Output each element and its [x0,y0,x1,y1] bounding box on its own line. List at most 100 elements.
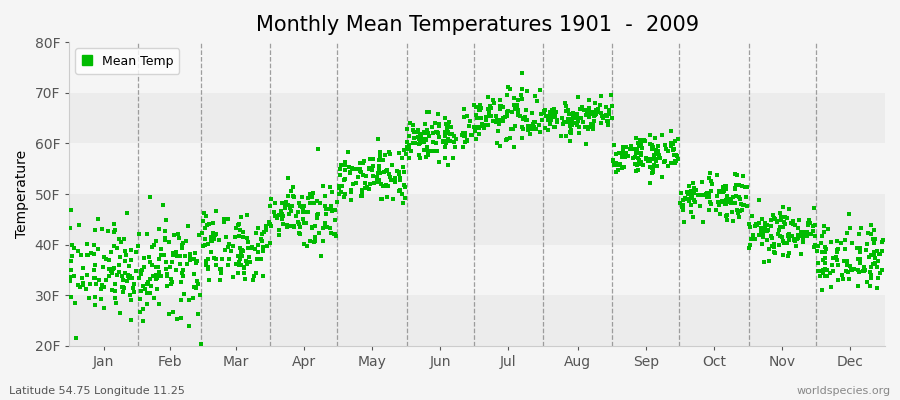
Point [219,234,233,240]
Point [157,252,171,258]
Point [760,226,775,233]
Point [631,155,645,161]
Point [126,285,140,291]
Point [668,138,682,144]
Point [362,166,376,172]
Point [158,228,172,234]
Point [537,108,552,114]
Point [166,250,180,256]
Point [410,126,425,133]
Point [232,259,247,266]
Point [772,233,787,240]
Point [503,86,517,92]
Point [777,240,791,246]
Point [791,234,806,241]
Point [438,133,453,140]
Point [561,118,575,125]
Point [771,231,786,238]
Point [667,152,681,158]
Point [419,126,434,133]
Point [144,282,158,289]
Point [256,272,270,279]
Point [492,97,507,103]
Point [301,195,315,202]
Point [506,126,520,132]
Point [724,196,738,202]
Point [852,249,867,255]
Point [800,229,814,235]
Point [670,136,685,142]
Point [609,168,624,175]
Point [572,123,587,130]
Point [500,92,514,98]
Point [136,318,150,324]
Point [241,245,256,252]
Point [371,179,385,186]
Point [106,265,121,272]
Point [167,232,182,238]
Point [818,260,832,266]
Point [626,146,641,152]
Point [557,119,572,126]
Point [555,115,570,122]
Point [412,152,427,158]
Point [419,108,434,115]
Point [857,268,871,274]
Point [604,92,618,98]
Point [328,217,342,224]
Point [191,281,205,288]
Point [268,200,283,206]
Point [397,147,411,153]
Point [331,183,346,190]
Point [641,158,655,164]
Point [714,199,728,205]
Point [110,244,124,251]
Point [176,273,190,279]
Point [401,142,416,148]
Point [195,243,210,249]
Point [476,123,491,129]
Point [582,124,597,130]
Point [373,163,387,169]
Point [831,262,845,268]
Point [847,266,861,272]
Point [766,212,780,218]
Point [704,178,718,184]
Point [657,159,671,166]
Point [413,137,428,144]
Point [860,279,874,285]
Point [152,301,166,307]
Point [728,171,742,177]
Point [324,205,338,212]
Point [618,150,633,156]
Point [808,242,823,248]
Point [615,152,629,158]
Point [303,191,318,197]
Point [226,242,240,249]
Point [526,121,540,128]
Point [202,221,216,228]
Point [194,341,208,347]
Point [702,194,716,200]
Point [264,222,278,229]
Point [738,184,752,191]
Point [508,123,522,129]
Point [830,248,844,255]
Point [320,224,334,230]
Point [773,210,788,216]
Point [741,183,755,190]
Point [746,232,760,238]
Point [585,122,599,128]
Point [328,233,343,239]
Point [395,200,410,206]
Point [221,256,236,262]
Point [561,107,575,114]
Point [104,270,119,276]
Point [153,273,167,279]
Point [584,111,598,117]
Point [126,289,140,295]
Point [525,110,539,116]
Point [674,190,688,196]
Point [794,229,808,235]
Point [718,183,733,190]
